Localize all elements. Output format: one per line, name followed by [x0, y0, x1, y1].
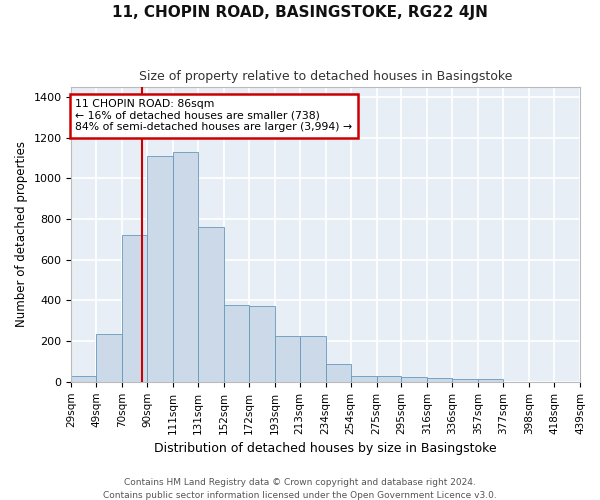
- Text: Contains HM Land Registry data © Crown copyright and database right 2024.
Contai: Contains HM Land Registry data © Crown c…: [103, 478, 497, 500]
- Bar: [299, 336, 326, 382]
- Bar: [478, 380, 503, 382]
- Text: 11, CHOPIN ROAD, BASINGSTOKE, RG22 4JN: 11, CHOPIN ROAD, BASINGSTOKE, RG22 4JN: [112, 5, 488, 20]
- Bar: [224, 305, 249, 382]
- Bar: [275, 336, 299, 382]
- Bar: [326, 364, 350, 382]
- Bar: [122, 236, 147, 382]
- Y-axis label: Number of detached properties: Number of detached properties: [15, 142, 28, 328]
- Bar: [377, 376, 401, 382]
- Bar: [452, 379, 478, 382]
- Bar: [96, 334, 122, 382]
- Bar: [71, 376, 96, 382]
- X-axis label: Distribution of detached houses by size in Basingstoke: Distribution of detached houses by size …: [154, 442, 497, 455]
- Bar: [198, 228, 224, 382]
- Bar: [147, 156, 173, 382]
- Title: Size of property relative to detached houses in Basingstoke: Size of property relative to detached ho…: [139, 70, 512, 83]
- Bar: [401, 376, 427, 382]
- Bar: [249, 306, 275, 382]
- Bar: [173, 152, 198, 382]
- Bar: [350, 376, 377, 382]
- Bar: [427, 378, 452, 382]
- Text: 11 CHOPIN ROAD: 86sqm
← 16% of detached houses are smaller (738)
84% of semi-det: 11 CHOPIN ROAD: 86sqm ← 16% of detached …: [75, 99, 352, 132]
